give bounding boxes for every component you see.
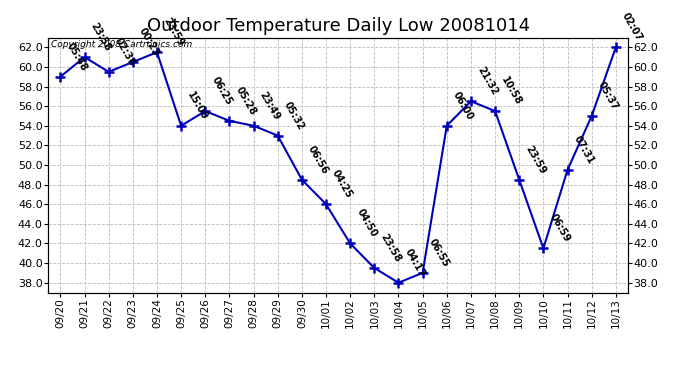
Text: 06:55: 06:55 (427, 237, 451, 269)
Text: 23:59: 23:59 (161, 16, 186, 48)
Text: 06:25: 06:25 (210, 75, 234, 107)
Text: 07:31: 07:31 (572, 134, 596, 166)
Text: 23:58: 23:58 (89, 21, 113, 53)
Text: 05:37: 05:37 (596, 80, 620, 112)
Text: 04:17: 04:17 (403, 247, 427, 279)
Text: 06:59: 06:59 (548, 212, 572, 244)
Text: 23:59: 23:59 (524, 144, 548, 176)
Text: 00:23: 00:23 (137, 26, 161, 58)
Text: 05:28: 05:28 (234, 85, 258, 117)
Text: 21:32: 21:32 (475, 65, 500, 97)
Text: 23:58: 23:58 (379, 232, 403, 264)
Text: 04:50: 04:50 (355, 207, 379, 239)
Text: 06:00: 06:00 (451, 90, 475, 122)
Text: 10:58: 10:58 (500, 75, 524, 107)
Text: 15:00: 15:00 (186, 90, 210, 122)
Text: 04:25: 04:25 (331, 168, 355, 200)
Text: Copyright 2008 Cartronics.com: Copyright 2008 Cartronics.com (51, 40, 193, 49)
Text: 06:56: 06:56 (306, 144, 331, 176)
Text: 05:32: 05:32 (282, 100, 306, 131)
Title: Outdoor Temperature Daily Low 20081014: Outdoor Temperature Daily Low 20081014 (146, 16, 530, 34)
Text: 23:49: 23:49 (258, 90, 282, 122)
Text: 05:48: 05:48 (65, 40, 89, 73)
Text: 02:36: 02:36 (113, 36, 137, 68)
Text: 02:07: 02:07 (620, 11, 644, 43)
